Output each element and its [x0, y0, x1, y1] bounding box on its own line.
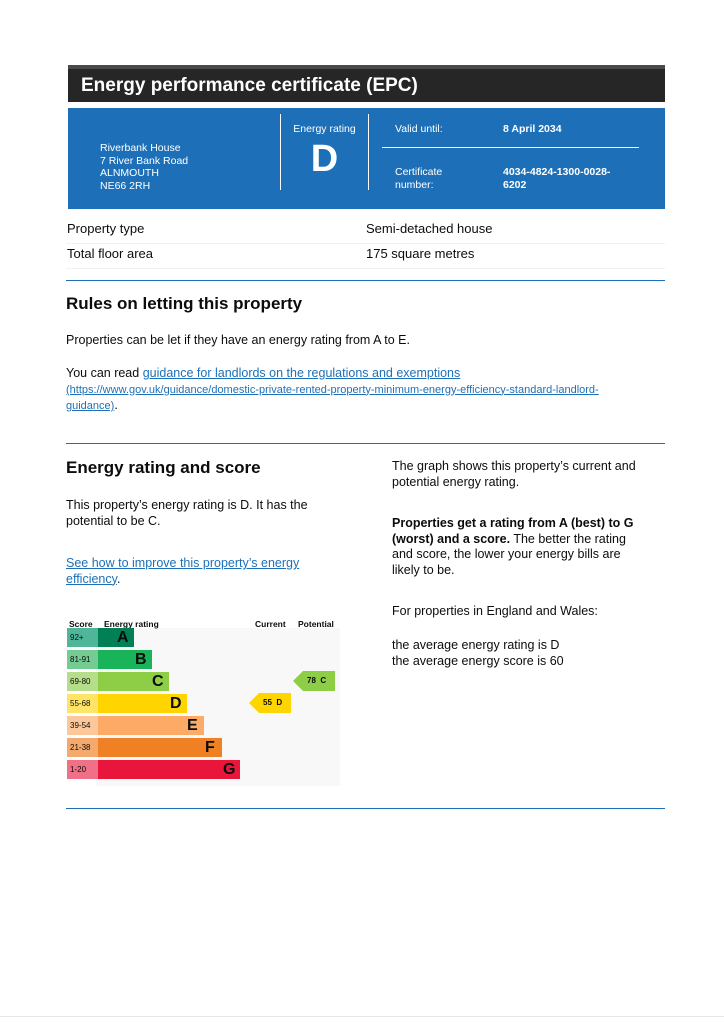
property-address: Riverbank House 7 River Bank Road ALNMOU…: [100, 142, 188, 192]
rating-rest-line: The better the rating: [510, 531, 626, 546]
band-score-d: 55-68: [67, 694, 98, 713]
certificate-summary: Riverbank House 7 River Bank Road ALNMOU…: [68, 108, 665, 209]
guidance-link[interactable]: guidance for landlords on the regulation…: [142, 366, 461, 380]
guidance-suffix: .: [114, 398, 118, 412]
energy-rating-label: Energy rating: [293, 123, 356, 135]
band-letter-g: G: [223, 761, 236, 778]
certificate-number-line: 4034-4824-1300-0028-: [503, 166, 611, 178]
divider-vertical: [368, 114, 369, 190]
chart-header-potential: Potential: [298, 619, 334, 629]
letting-guidance: You can read guidance for landlords on t…: [66, 366, 666, 415]
current-rating-arrow: [249, 693, 291, 713]
property-type-label: Property type: [67, 221, 145, 236]
potential-rating-label: 78 C: [307, 676, 327, 685]
rating-rest-line: and score, the lower your energy bills a…: [392, 547, 621, 561]
england-wales-text: For properties in England and Wales:: [392, 604, 598, 618]
divider-vertical: [280, 114, 281, 190]
graph-description: The graph shows this property’s current …: [392, 459, 636, 490]
current-rating-label: 55 D: [263, 698, 283, 707]
band-score-e: 39-54: [67, 716, 98, 735]
average-score: the average energy score is 60: [392, 653, 564, 668]
band-letter-d: D: [170, 695, 182, 712]
address-line: 7 River Bank Road: [100, 154, 189, 167]
guidance-prefix: You can read: [66, 366, 143, 380]
improve-efficiency-link[interactable]: See how to improve this property’s energ…: [66, 556, 300, 570]
valid-until-label: Valid until:: [395, 123, 443, 135]
floor-area-value: 175 square metres: [366, 246, 475, 261]
band-bar-f: [98, 738, 222, 757]
address-line: ALNMOUTH: [100, 167, 159, 179]
energy-rating-chart: Score Energy rating Current Potential 92…: [64, 614, 340, 790]
section-divider: [66, 808, 665, 809]
band-bar-a: [98, 628, 134, 647]
energy-rating-text: This property’s energy rating is D. It h…: [66, 498, 308, 529]
energy-rating-letter: D: [310, 138, 339, 180]
page-bottom-edge: [0, 1016, 724, 1017]
rating-explanation: Properties get a rating from A (best) to…: [392, 516, 633, 578]
page-title: Energy performance certificate (EPC): [68, 65, 665, 102]
floor-area-label: Total floor area: [67, 246, 153, 261]
band-bar-e: [98, 716, 204, 735]
band-letter-f: F: [205, 739, 215, 756]
rating-bold-line: (worst) and a score.: [392, 531, 511, 546]
section-divider: [66, 443, 665, 444]
band-score-g: 1-20: [67, 760, 98, 779]
improve-suffix: .: [116, 571, 121, 586]
section-divider: [66, 280, 665, 281]
band-score-a: 92+: [67, 628, 98, 647]
guidance-url-end[interactable]: guidance): [66, 400, 115, 412]
average-values: the average energy rating is D the avera…: [392, 638, 564, 669]
certificate-label-line: Certificate: [395, 166, 443, 178]
improve-efficiency: See how to improve this property’s energ…: [66, 556, 299, 587]
band-bar-g: [98, 760, 240, 779]
graph-text-line: potential energy rating.: [392, 474, 520, 489]
band-bar-b: [98, 650, 152, 669]
energy-text-line: potential to be C.: [66, 513, 161, 528]
chart-header-rating: Energy rating: [104, 619, 159, 629]
energy-text-line: This property’s energy rating is D. It h…: [66, 498, 308, 512]
band-letter-b: B: [135, 651, 147, 668]
certificate-number-line: 6202: [503, 178, 527, 191]
energy-heading: Energy rating and score: [66, 458, 261, 477]
graph-text-line: The graph shows this property’s current …: [392, 459, 636, 473]
rating-rest-line: likely to be.: [392, 562, 455, 577]
average-rating: the average energy rating is D: [392, 638, 560, 652]
floor-area-row: Total floor area 175 square metres: [66, 246, 665, 269]
address-line: Riverbank House: [100, 142, 181, 154]
chart-header-current: Current: [255, 619, 286, 629]
chart-header-score: Score: [69, 619, 93, 629]
certificate-number-value: 4034-4824-1300-0028- 6202: [503, 166, 628, 191]
property-type-row: Property type Semi-detached house: [66, 221, 665, 244]
band-score-c: 69-80: [67, 672, 98, 691]
letting-text: Properties can be let if they have an en…: [66, 333, 410, 347]
band-letter-c: C: [152, 673, 164, 690]
band-bar-d: [98, 694, 187, 713]
property-type-value: Semi-detached house: [366, 221, 493, 236]
certificate-label-line: number:: [395, 178, 434, 191]
band-score-f: 21-38: [67, 738, 98, 757]
improve-efficiency-link-end[interactable]: efficiency: [66, 571, 117, 586]
address-line: NE66 2RH: [100, 179, 151, 192]
band-bar-c: [98, 672, 169, 691]
valid-until-value: 8 April 2034: [503, 123, 562, 135]
certificate-number-label: Certificate number:: [395, 166, 442, 191]
potential-rating-arrow: [293, 671, 335, 691]
divider-horizontal: [382, 147, 639, 148]
band-letter-a: A: [117, 629, 129, 646]
band-score-b: 81-91: [67, 650, 98, 669]
band-letter-e: E: [187, 717, 198, 734]
guidance-url[interactable]: (https://www.gov.uk/guidance/domestic-pr…: [66, 383, 599, 396]
rating-bold-line: Properties get a rating from A (best) to…: [392, 516, 634, 530]
letting-heading: Rules on letting this property: [66, 294, 303, 313]
